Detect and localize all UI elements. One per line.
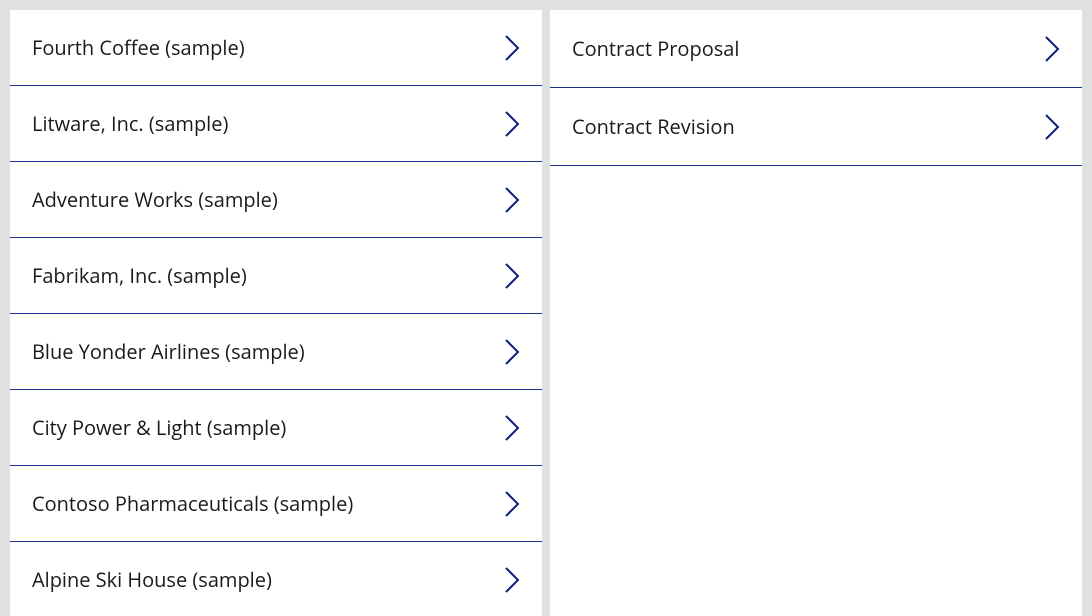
- list-item-label: Contract Proposal: [572, 35, 739, 62]
- list-item-label: Contract Revision: [572, 113, 735, 140]
- chevron-right-icon: [504, 108, 522, 140]
- list-item[interactable]: Litware, Inc. (sample): [10, 86, 542, 162]
- chevron-right-icon: [1044, 33, 1062, 65]
- list-item[interactable]: Contoso Pharmaceuticals (sample): [10, 466, 542, 542]
- chevron-right-icon: [504, 336, 522, 368]
- list-item-label: Blue Yonder Airlines (sample): [32, 338, 305, 365]
- chevron-right-icon: [1044, 111, 1062, 143]
- list-item-label: Contoso Pharmaceuticals (sample): [32, 490, 353, 517]
- list-item-label: Adventure Works (sample): [32, 186, 278, 213]
- list-item-label: Litware, Inc. (sample): [32, 110, 228, 137]
- list-item-label: Alpine Ski House (sample): [32, 566, 272, 593]
- list-item[interactable]: Blue Yonder Airlines (sample): [10, 314, 542, 390]
- chevron-right-icon: [504, 564, 522, 596]
- list-item[interactable]: Contract Revision: [550, 88, 1082, 166]
- chevron-right-icon: [504, 412, 522, 444]
- list-item[interactable]: Adventure Works (sample): [10, 162, 542, 238]
- list-item[interactable]: Fabrikam, Inc. (sample): [10, 238, 542, 314]
- list-item-label: Fabrikam, Inc. (sample): [32, 262, 247, 289]
- list-item[interactable]: Fourth Coffee (sample): [10, 10, 542, 86]
- list-item[interactable]: Contract Proposal: [550, 10, 1082, 88]
- list-item-label: City Power & Light (sample): [32, 414, 286, 441]
- accounts-list-panel[interactable]: Fourth Coffee (sample) Litware, Inc. (sa…: [10, 10, 542, 616]
- list-item[interactable]: Alpine Ski House (sample): [10, 542, 542, 616]
- chevron-right-icon: [504, 184, 522, 216]
- list-item-label: Fourth Coffee (sample): [32, 34, 245, 61]
- app-root: Fourth Coffee (sample) Litware, Inc. (sa…: [0, 0, 1092, 616]
- chevron-right-icon: [504, 32, 522, 64]
- chevron-right-icon: [504, 260, 522, 292]
- list-item[interactable]: City Power & Light (sample): [10, 390, 542, 466]
- documents-list-panel[interactable]: Contract Proposal Contract Revision: [550, 10, 1082, 616]
- chevron-right-icon: [504, 488, 522, 520]
